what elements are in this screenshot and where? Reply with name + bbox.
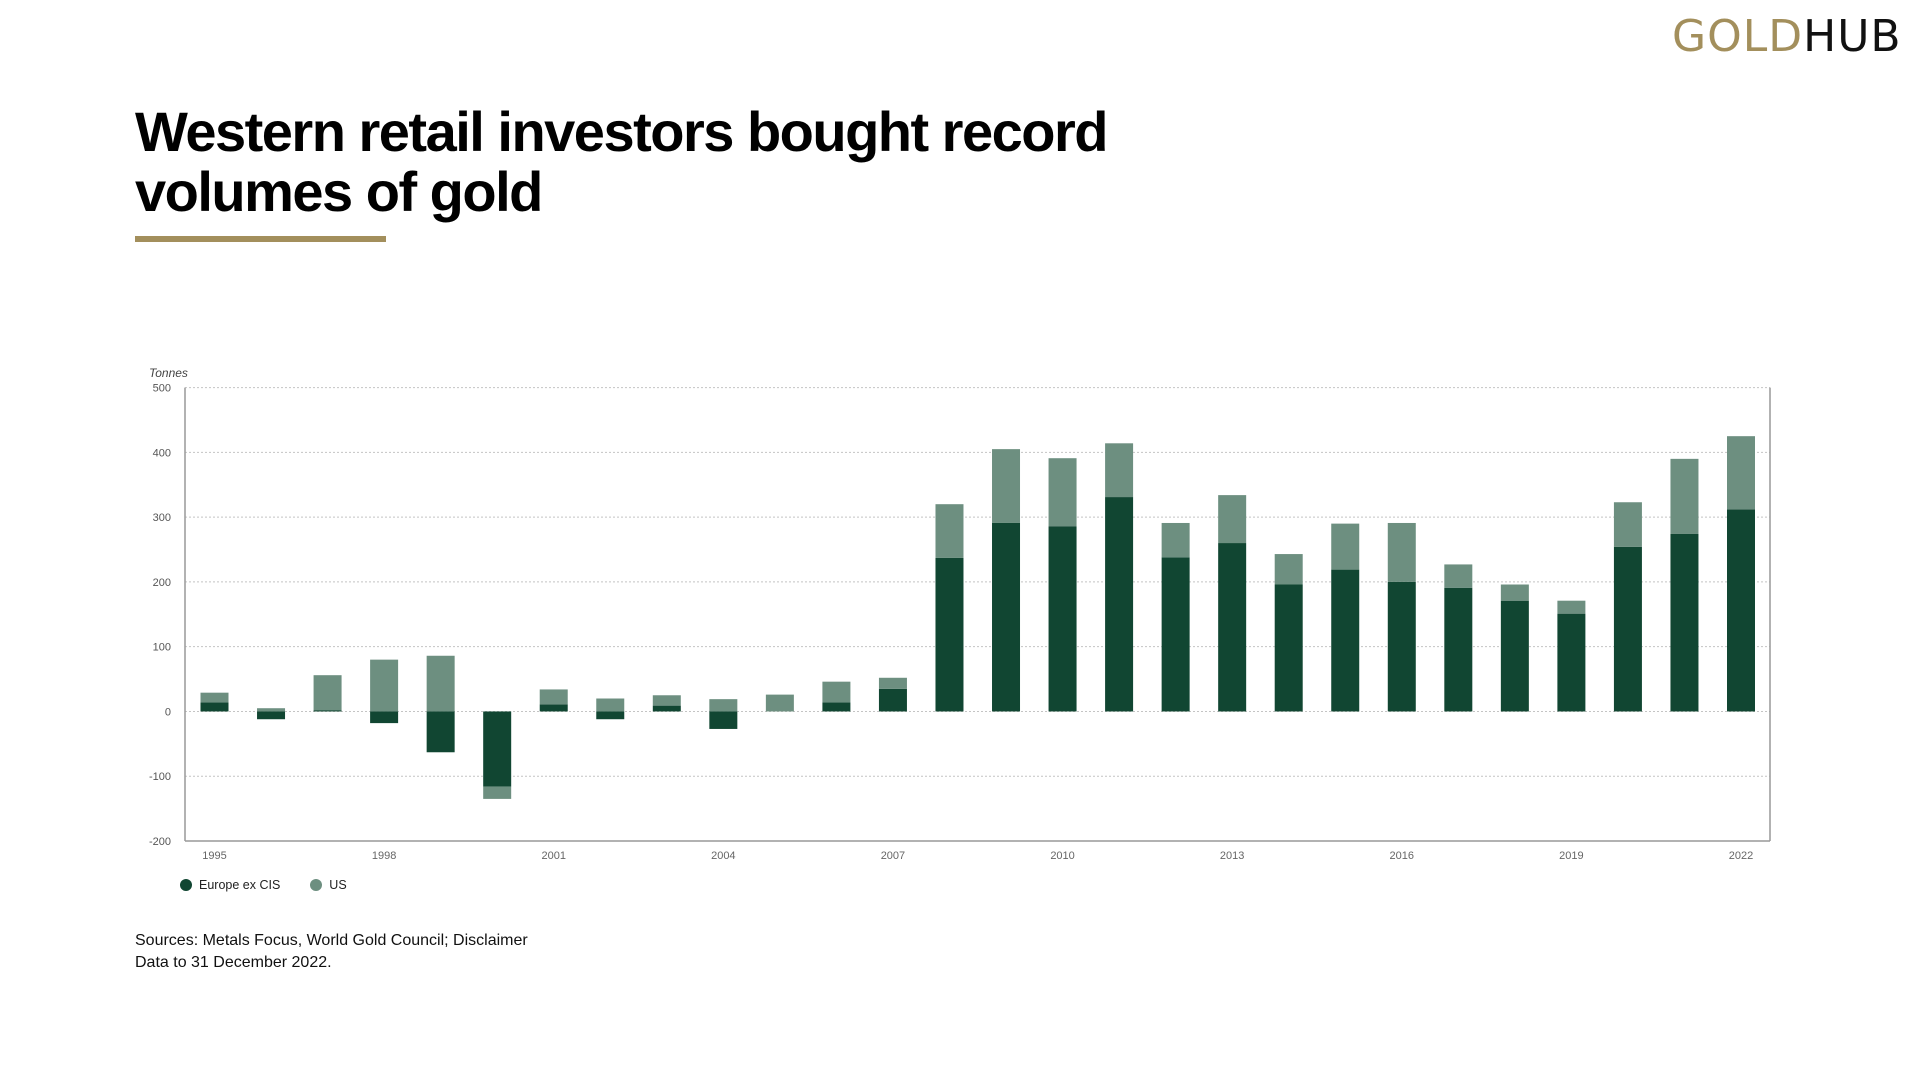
bar-us [1105, 443, 1134, 498]
sources-text: Sources: Metals Focus, World Gold Counci… [135, 932, 528, 949]
x-tick-label: 2001 [541, 850, 565, 862]
y-tick-label: 0 [165, 706, 171, 718]
logo-gold-text: GOLD [1672, 11, 1804, 62]
bar-europe-ex-cis [992, 522, 1021, 712]
chart-legend: Europe ex CIS US [180, 878, 377, 892]
x-tick-label: 2010 [1050, 850, 1074, 862]
legend-swatch-us [310, 879, 323, 891]
legend-item-us[interactable]: US [310, 878, 347, 892]
bar-us [652, 695, 681, 706]
bar-us [1331, 523, 1360, 570]
bar-europe-ex-cis [1387, 581, 1416, 712]
logo-hub-text: HUB [1803, 11, 1902, 62]
bar-us [1444, 564, 1473, 588]
bar-us [822, 681, 851, 703]
bar-us [483, 786, 512, 799]
legend-label-europe: Europe ex CIS [199, 878, 281, 892]
bar-us [992, 449, 1021, 523]
bar-us [200, 692, 229, 703]
bar-europe-ex-cis [1557, 613, 1586, 712]
bar-europe-ex-cis [1048, 526, 1077, 712]
bar-us [370, 659, 399, 712]
bar-europe-ex-cis [370, 711, 399, 724]
bar-europe-ex-cis [709, 711, 738, 729]
legend-label-us: US [329, 878, 347, 892]
bar-us [257, 708, 286, 712]
y-tick-label: 300 [153, 512, 171, 524]
bar-us [709, 699, 738, 712]
bar-us [1670, 458, 1699, 534]
bar-us [1387, 522, 1416, 582]
goldhub-logo: GOLDHUB [1672, 12, 1902, 62]
bar-us [878, 677, 907, 689]
bar-europe-ex-cis [1218, 543, 1247, 712]
bar-us [539, 689, 568, 705]
bar-europe-ex-cis [1331, 569, 1360, 712]
bar-europe-ex-cis [822, 702, 851, 712]
bar-europe-ex-cis [1727, 509, 1755, 712]
y-axis-unit-label: Tonnes [149, 366, 188, 380]
bar-europe-ex-cis [200, 702, 229, 712]
bar-europe-ex-cis [596, 711, 625, 720]
bar-europe-ex-cis [1670, 533, 1699, 712]
x-tick-label: 2013 [1220, 850, 1244, 862]
bar-europe-ex-cis [483, 711, 512, 787]
bar-us [1048, 458, 1077, 527]
bar-europe-ex-cis [878, 688, 907, 712]
y-tick-label: 200 [153, 577, 171, 589]
bar-us [1613, 502, 1642, 547]
data-date-text: Data to 31 December 2022. [135, 954, 332, 971]
source-note: Sources: Metals Focus, World Gold Counci… [135, 930, 528, 974]
bar-europe-ex-cis [1161, 557, 1190, 712]
bar-europe-ex-cis [1105, 497, 1134, 712]
bar-europe-ex-cis [257, 711, 286, 720]
bar-us [1161, 522, 1190, 558]
bar-europe-ex-cis [1274, 584, 1303, 712]
bar-europe-ex-cis [1500, 600, 1529, 712]
legend-item-europe[interactable]: Europe ex CIS [180, 878, 280, 892]
x-tick-label: 2004 [711, 850, 735, 862]
bar-europe-ex-cis [652, 705, 681, 712]
bar-us [426, 655, 455, 712]
x-tick-label: 1998 [372, 850, 396, 862]
x-tick-label: 2016 [1390, 850, 1414, 862]
bar-europe-ex-cis [1613, 546, 1642, 712]
legend-swatch-europe [180, 879, 192, 891]
bar-europe-ex-cis [935, 557, 964, 712]
y-tick-label: -100 [149, 771, 171, 783]
y-tick-label: 500 [153, 383, 171, 395]
bar-us [1274, 554, 1303, 585]
bar-us [935, 504, 964, 558]
bar-europe-ex-cis [313, 710, 342, 712]
x-tick-label: 2022 [1729, 850, 1753, 862]
bar-us [596, 698, 625, 712]
x-tick-label: 1995 [202, 850, 226, 862]
bar-europe-ex-cis [1444, 587, 1473, 712]
bar-europe-ex-cis [539, 704, 568, 712]
x-tick-label: 2007 [881, 850, 905, 862]
bar-us [1727, 436, 1755, 510]
x-tick-label: 2019 [1559, 850, 1583, 862]
bar-us [1500, 584, 1529, 601]
title-underline [135, 236, 386, 242]
bar-us [313, 675, 342, 711]
page-title: Western retail investors bought record v… [135, 100, 1108, 223]
y-tick-label: -200 [149, 836, 171, 848]
y-tick-label: 400 [153, 447, 171, 459]
y-tick-label: 100 [153, 642, 171, 654]
bar-us [1218, 495, 1247, 544]
bar-europe-ex-cis [426, 711, 455, 753]
bar-us [765, 694, 794, 712]
bar-us [1557, 600, 1586, 614]
